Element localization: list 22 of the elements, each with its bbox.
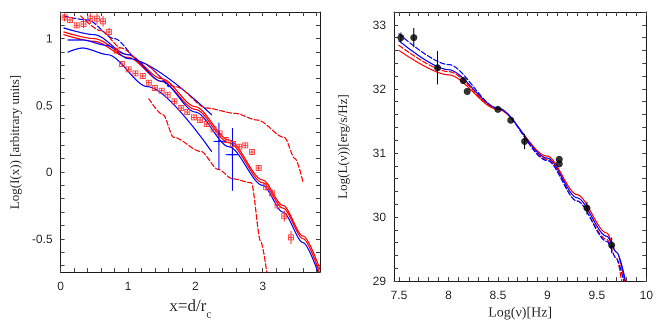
x-tick-label: 1 bbox=[124, 279, 132, 294]
x-tick-label: 9.5 bbox=[588, 288, 606, 302]
x-tick-label: 8.5 bbox=[490, 288, 507, 302]
x-axis-title: Log(ν)[Hz] bbox=[488, 306, 552, 320]
y-axis-title: Log(I(x)) [arbitrary units] bbox=[7, 74, 22, 210]
y-tick-label: 32 bbox=[372, 82, 386, 96]
x-tick-label: 7.5 bbox=[390, 288, 408, 302]
y-tick-label: 30 bbox=[372, 210, 386, 224]
y-tick-label: 0.5 bbox=[36, 98, 53, 112]
x-tick-label: 3 bbox=[259, 279, 266, 294]
x-tick-label: 10 bbox=[640, 288, 654, 302]
y-tick-label: -0.5 bbox=[32, 232, 53, 246]
y-tick-label: 29 bbox=[372, 274, 386, 288]
y-tick-label: 33 bbox=[372, 18, 386, 32]
x-tick-label: 8 bbox=[445, 288, 452, 302]
y-tick-label: 1 bbox=[46, 32, 53, 46]
x-tick-label: 0 bbox=[57, 279, 64, 294]
y-tick-label: 0 bbox=[46, 165, 53, 180]
y-axis-title: Log(L(ν))[erg/s/Hz] bbox=[335, 94, 350, 199]
y-tick-label: 31 bbox=[372, 146, 386, 160]
x-tick-label: 9 bbox=[544, 288, 552, 302]
x-tick-label: 2 bbox=[192, 279, 199, 294]
